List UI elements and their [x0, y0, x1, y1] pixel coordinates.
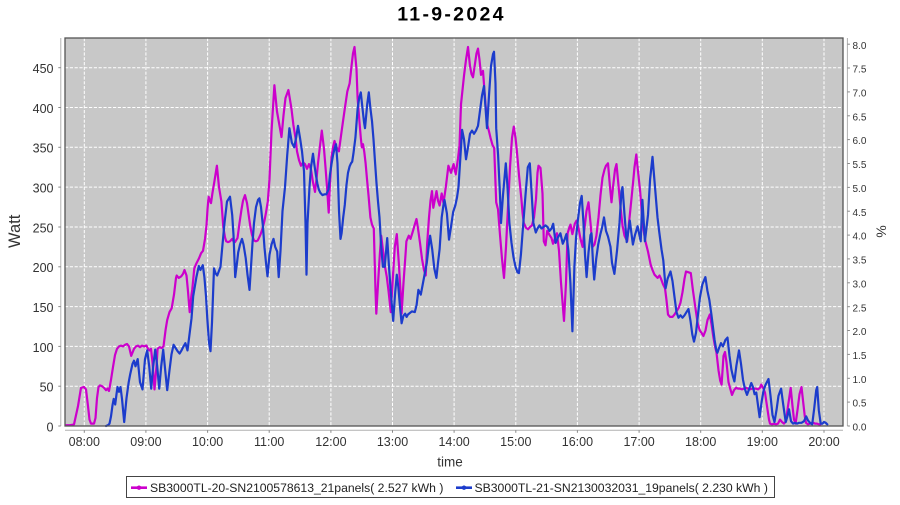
svg-text:time: time — [437, 455, 463, 470]
svg-text:200: 200 — [33, 261, 54, 275]
svg-text:4.0: 4.0 — [853, 232, 867, 243]
svg-text:08:00: 08:00 — [69, 435, 100, 449]
svg-text:100: 100 — [33, 341, 54, 355]
svg-text:Watt: Watt — [6, 214, 24, 248]
svg-text:SB3000TL-21-SN2130032031_19pan: SB3000TL-21-SN2130032031_19panels( 2.230… — [475, 481, 768, 495]
svg-text:400: 400 — [33, 102, 54, 116]
svg-text:SB3000TL-20-SN2100578613_21pan: SB3000TL-20-SN2100578613_21panels( 2.527… — [150, 481, 443, 495]
svg-text:0.5: 0.5 — [853, 399, 867, 410]
svg-text:4.5: 4.5 — [853, 208, 867, 219]
svg-text:450: 450 — [33, 62, 54, 76]
svg-text:15:00: 15:00 — [500, 435, 531, 449]
svg-text:6.5: 6.5 — [853, 112, 867, 123]
svg-text:6.0: 6.0 — [853, 136, 867, 147]
svg-text:3.5: 3.5 — [853, 256, 867, 267]
svg-text:16:00: 16:00 — [562, 435, 593, 449]
svg-text:19:00: 19:00 — [747, 435, 778, 449]
svg-text:5.0: 5.0 — [853, 184, 867, 195]
svg-text:11:00: 11:00 — [254, 435, 284, 449]
svg-text:7.5: 7.5 — [853, 65, 867, 76]
svg-text:13:00: 13:00 — [377, 435, 408, 449]
svg-text:150: 150 — [33, 301, 54, 315]
svg-text:1.5: 1.5 — [853, 351, 867, 362]
svg-text:0.0: 0.0 — [853, 423, 867, 434]
svg-text:5.5: 5.5 — [853, 160, 867, 171]
svg-text:20:00: 20:00 — [808, 435, 839, 449]
svg-text:10:00: 10:00 — [192, 435, 223, 449]
svg-text:12:00: 12:00 — [315, 435, 346, 449]
svg-text:09:00: 09:00 — [130, 435, 161, 449]
svg-text:350: 350 — [33, 142, 54, 156]
svg-text:11-9-2024: 11-9-2024 — [397, 4, 506, 26]
svg-text:300: 300 — [33, 182, 54, 196]
svg-text:%: % — [874, 225, 890, 237]
svg-text:0: 0 — [47, 420, 54, 434]
svg-text:7.0: 7.0 — [853, 89, 867, 100]
svg-text:2.5: 2.5 — [853, 303, 867, 314]
svg-text:14:00: 14:00 — [438, 435, 469, 449]
svg-text:17:00: 17:00 — [623, 435, 654, 449]
svg-text:2.0: 2.0 — [853, 327, 867, 338]
svg-text:250: 250 — [33, 221, 54, 235]
svg-text:18:00: 18:00 — [685, 435, 716, 449]
svg-text:3.0: 3.0 — [853, 279, 867, 290]
svg-text:8.0: 8.0 — [853, 41, 867, 52]
svg-text:50: 50 — [40, 381, 54, 395]
svg-text:1.0: 1.0 — [853, 375, 867, 386]
